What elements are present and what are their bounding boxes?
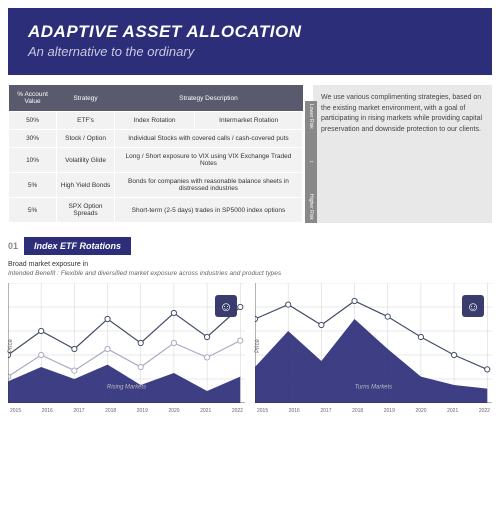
section-number: 01 xyxy=(8,241,18,251)
svg-text:Rising Markets: Rising Markets xyxy=(107,385,146,391)
chart2-ylabel: Price xyxy=(255,339,261,353)
cell-pct: 5% xyxy=(9,198,57,223)
cell-pct: 5% xyxy=(9,173,57,198)
cell-pct: 30% xyxy=(9,130,57,148)
table-row: 10%Volatility GlideLong / Short exposure… xyxy=(9,148,303,173)
charts-row: Price Rising Markets 2015201620172018201… xyxy=(0,283,500,403)
section-sub2: Intended Benefit : Flexible and diversif… xyxy=(0,270,500,277)
section-title: Index ETF Rotations xyxy=(24,237,131,255)
cell-desc: Intermarket Rotation xyxy=(195,112,303,130)
cell-desc: Short-term (2-5 days) trades in SP5000 i… xyxy=(114,198,302,223)
table-row: 5%SPX Option SpreadsShort-term (2-5 days… xyxy=(9,198,303,223)
cell-strategy: High Yield Bonds xyxy=(57,173,115,198)
cell-strategy: ETF's xyxy=(57,112,115,130)
allocation-table-wrap: % Account Value Strategy Strategy Descri… xyxy=(8,85,303,223)
risk-bar: Lower Risk ↕ Higher Risk xyxy=(305,101,317,223)
header-banner: ADAPTIVE ASSET ALLOCATION An alternative… xyxy=(8,8,492,75)
col-strategy: Strategy xyxy=(57,85,115,112)
table-row: 30%Stock / OptionIndividual Stocks with … xyxy=(9,130,303,148)
section-sub1: Broad market exposure in xyxy=(0,261,500,268)
cell-desc: Long / Short exposure to VIX using VIX E… xyxy=(114,148,302,173)
page-subtitle: An alternative to the ordinary xyxy=(28,44,472,59)
cell-strategy: Volatility Glide xyxy=(57,148,115,173)
risk-high-label: Higher Risk xyxy=(308,194,314,220)
table-row: 5%High Yield BondsBonds for companies wi… xyxy=(9,173,303,198)
risk-arrow-icon: ↕ xyxy=(308,160,314,163)
sidebar-text: We use various complimenting strategies,… xyxy=(313,85,492,223)
mid-section: % Account Value Strategy Strategy Descri… xyxy=(0,85,500,223)
col-desc: Strategy Description xyxy=(114,85,302,112)
table-row: 50%ETF'sIndex RotationIntermarket Rotati… xyxy=(9,112,303,130)
page-title: ADAPTIVE ASSET ALLOCATION xyxy=(28,22,472,42)
chart2-xlabels: 20152016201720182019202020212022 xyxy=(255,408,492,414)
chart1-ylabel: Price xyxy=(8,339,14,353)
cell-strategy: Stock / Option xyxy=(57,130,115,148)
cell-desc: Bonds for companies with reasonable bala… xyxy=(114,173,302,198)
svg-text:Turns Markets: Turns Markets xyxy=(355,385,392,391)
cell-desc: Individual Stocks with covered calls / c… xyxy=(114,130,302,148)
smile-icon: ☺ xyxy=(462,295,484,317)
allocation-table: % Account Value Strategy Strategy Descri… xyxy=(8,85,303,223)
section-header: 01 Index ETF Rotations xyxy=(0,237,500,255)
chart-2: Price Turns Markets 20152016201720182019… xyxy=(255,283,492,403)
chart-1: Price Rising Markets 2015201620172018201… xyxy=(8,283,245,403)
col-pct: % Account Value xyxy=(9,85,57,112)
cell-pct: 50% xyxy=(9,112,57,130)
cell-strategy: SPX Option Spreads xyxy=(57,198,115,223)
smile-icon: ☺ xyxy=(215,295,237,317)
chart1-xlabels: 20152016201720182019202020212022 xyxy=(8,408,245,414)
cell-pct: 10% xyxy=(9,148,57,173)
cell-desc: Index Rotation xyxy=(114,112,194,130)
risk-low-label: Lower Risk xyxy=(308,104,314,129)
